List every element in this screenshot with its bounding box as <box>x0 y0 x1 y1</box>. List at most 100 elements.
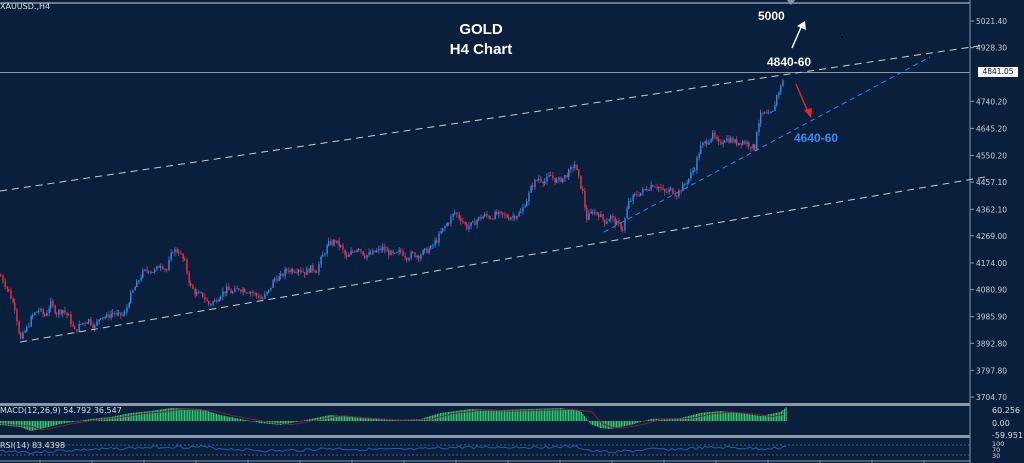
candle-body <box>236 288 238 290</box>
candle-body <box>148 271 150 273</box>
candle-body <box>558 177 560 180</box>
candle-body <box>168 260 170 270</box>
macd-bar <box>68 421 70 423</box>
macd-bar <box>363 418 365 421</box>
macd-bar <box>124 414 126 421</box>
candle-body <box>482 216 484 219</box>
macd-bar <box>49 421 51 427</box>
macd-bar <box>681 417 683 421</box>
candle-body <box>336 240 338 243</box>
macd-bar <box>676 418 678 421</box>
macd-bar <box>736 412 738 421</box>
candle-body <box>676 195 678 197</box>
macd-bar <box>246 420 248 421</box>
candle-body <box>472 221 474 223</box>
macd-bar <box>611 421 613 429</box>
candle-body <box>390 250 392 256</box>
candle-body <box>696 157 698 171</box>
rsi-separator[interactable] <box>0 435 970 438</box>
candle-body <box>592 211 594 214</box>
candle-body <box>662 188 664 190</box>
macd-bar <box>25 421 27 430</box>
candle-body <box>620 223 622 230</box>
macd-bar <box>385 419 387 421</box>
trendline-support-trend[interactable] <box>603 56 931 233</box>
trendline-lower-channel[interactable] <box>19 176 986 343</box>
arrow-up-head-icon <box>797 21 806 30</box>
candle-body <box>718 139 720 142</box>
macd-bar <box>292 421 294 423</box>
candle-body <box>80 323 82 325</box>
macd-bar <box>545 408 547 421</box>
candle-body <box>618 221 620 224</box>
candle-body <box>744 141 746 144</box>
trendline-upper-channel[interactable] <box>0 44 986 192</box>
candle-body <box>564 175 566 179</box>
macd-bar <box>153 410 155 421</box>
macd-bar <box>737 412 739 421</box>
macd-bar <box>166 408 168 421</box>
macd-bar <box>577 410 579 421</box>
price-tick-label: 4740.20 <box>976 97 1007 106</box>
candle-body <box>182 253 184 260</box>
macd-bar <box>302 420 304 422</box>
candle-body <box>94 325 96 329</box>
macd-bar <box>251 421 253 422</box>
candle-body <box>374 250 376 253</box>
candle-body <box>658 186 660 189</box>
arrow-up-icon <box>791 24 803 49</box>
candle-body <box>706 141 708 145</box>
candle-body <box>230 290 232 294</box>
price-tick-label: 4457.10 <box>976 178 1007 187</box>
macd-bar <box>566 408 568 421</box>
candle-body <box>682 184 684 192</box>
candle-body <box>650 185 652 190</box>
macd-bar <box>745 413 747 421</box>
candle-body <box>82 322 84 325</box>
candle-body <box>164 269 166 271</box>
macd-bar <box>646 420 648 421</box>
rsi-label: RSI(14) 83.4398 <box>0 441 66 450</box>
candle-body <box>22 332 24 339</box>
macd-bar <box>612 421 614 429</box>
candle-body <box>508 217 510 220</box>
macd-separator[interactable] <box>0 403 970 406</box>
macd-bar <box>574 410 576 421</box>
macd-label: MACD(12,26,9) 54.792 36.547 <box>0 406 122 415</box>
macd-bar <box>704 412 706 421</box>
candle-body <box>256 293 258 296</box>
macd-bar <box>372 418 374 421</box>
candle-body <box>8 289 10 291</box>
candle-body <box>552 175 554 178</box>
macd-bar <box>563 408 565 421</box>
macd-bar <box>472 409 474 421</box>
macd-bar <box>110 416 112 421</box>
macd-bar <box>475 409 477 421</box>
macd-bar <box>582 414 584 421</box>
candle-body <box>326 245 328 254</box>
macd-bar <box>217 414 219 421</box>
macd-bar <box>297 421 299 422</box>
macd-bar <box>508 409 510 421</box>
macd-bar <box>243 419 245 421</box>
macd-bar <box>177 408 179 421</box>
macd-bar <box>264 421 266 424</box>
candle-body <box>296 271 298 273</box>
macd-bar <box>112 416 114 421</box>
macd-bar <box>345 416 347 421</box>
macd-bar <box>614 421 616 429</box>
price-tick-label: 4362.10 <box>976 205 1007 214</box>
macd-bar <box>769 414 771 421</box>
candle-body <box>478 216 480 221</box>
candle-body <box>240 290 242 292</box>
candle-body <box>460 218 462 221</box>
rsi-axis-100: 100 <box>992 440 1005 448</box>
candle-body <box>162 266 164 270</box>
macd-bar <box>500 409 502 421</box>
macd-bar <box>387 419 389 421</box>
candle-body <box>700 145 702 154</box>
candle-body <box>430 245 432 249</box>
macd-bar <box>222 415 224 421</box>
scroll-marker-icon[interactable] <box>787 0 795 5</box>
